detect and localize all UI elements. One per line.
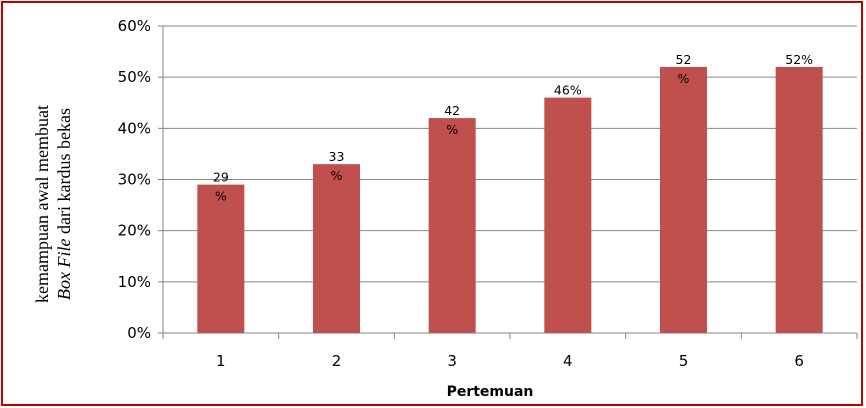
axes bbox=[158, 25, 858, 339]
svg-text:Box File dari kardus bekas: Box File dari kardus bekas bbox=[54, 108, 74, 300]
y-tick-label: 10% bbox=[118, 273, 151, 291]
x-tick-label: 6 bbox=[794, 352, 804, 370]
bar bbox=[313, 164, 360, 333]
data-label: 46% bbox=[554, 83, 582, 98]
y-tick-labels: 0% 10% 20% 30% 40% 50% 60% bbox=[118, 17, 151, 342]
data-label: 29 bbox=[213, 170, 229, 185]
y-tick-label: 0% bbox=[127, 324, 151, 342]
x-tick-label: 2 bbox=[332, 352, 342, 370]
x-tick-label: 4 bbox=[563, 352, 573, 370]
x-tick-label: 1 bbox=[216, 352, 226, 370]
y-axis-title-line1: kemampuan awal membuat bbox=[32, 105, 52, 303]
y-tick-label: 40% bbox=[118, 119, 151, 137]
data-label-unit: % bbox=[331, 168, 343, 183]
x-axis-title: Pertemuan bbox=[447, 384, 534, 400]
gridlines bbox=[163, 25, 857, 283]
bar bbox=[197, 184, 245, 333]
svg-text:kemampuan awal membuat: kemampuan awal membuat bbox=[32, 105, 52, 303]
x-tick-labels: 1 2 3 4 5 6 bbox=[216, 352, 804, 370]
x-tick-label: 5 bbox=[679, 352, 689, 370]
data-label: 42 bbox=[444, 103, 460, 118]
y-axis-title-rest: dari kardus bekas bbox=[54, 108, 74, 238]
x-tick-label: 3 bbox=[447, 352, 457, 370]
data-label-unit: % bbox=[446, 122, 458, 137]
data-label: 52 bbox=[676, 52, 692, 67]
y-axis-title-italic: Box File bbox=[54, 238, 74, 299]
bar bbox=[775, 66, 823, 333]
data-label-unit: % bbox=[678, 71, 690, 86]
data-label: 33 bbox=[329, 149, 345, 164]
y-tick-label: 30% bbox=[118, 171, 151, 189]
bar bbox=[544, 97, 592, 333]
y-axis-title: kemampuan awal membuat Box File dari kar… bbox=[32, 105, 74, 303]
data-label-unit: % bbox=[215, 189, 227, 204]
y-tick-label: 50% bbox=[118, 68, 151, 86]
bars bbox=[197, 66, 823, 333]
data-label: 52% bbox=[785, 52, 813, 67]
data-labels: 29% 33% 42% 46% 52% 52% bbox=[213, 52, 813, 204]
bar bbox=[660, 66, 707, 333]
y-tick-label: 20% bbox=[118, 222, 151, 240]
y-tick-label: 60% bbox=[118, 17, 151, 35]
bar bbox=[428, 118, 476, 333]
